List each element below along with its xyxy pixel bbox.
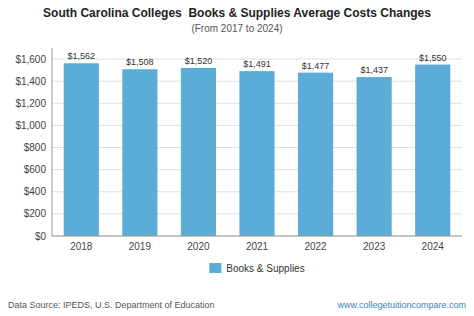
bar [357,77,392,236]
chart-container: South Carolina Colleges Books & Supplies… [0,0,474,316]
bars [64,63,451,236]
bar [298,73,333,236]
legend-swatch [209,263,221,273]
bar [64,63,99,236]
x-tick-label: 2020 [187,241,210,252]
data-label: $1,562 [68,51,96,61]
grid-line [52,236,462,237]
x-tick-label: 2022 [304,241,327,252]
y-tick-label: $800 [24,142,47,153]
y-tick-label: $400 [24,186,47,197]
y-axis: $0 $200 $400 $600 $800 $1,000 $1,200 $1,400 $1,6… [15,48,462,242]
annotation: Data Source: IPEDS, U.S. Department of E… [8,300,215,310]
y-axis-line [52,48,53,236]
data-labels: $1,562 $1,508 $1,520 $1,491 $1,477 $1,437 $1,5… [68,51,447,75]
bar [181,68,216,236]
x-tick-label: 2023 [363,241,386,252]
data-label: $1,437 [360,65,388,75]
bar [415,65,450,236]
legend: Books & Supplies [209,263,304,274]
data-label: $1,508 [126,57,154,67]
data-label: $1,477 [302,61,330,71]
legend-label: Books & Supplies [226,263,304,274]
bar [122,69,157,236]
x-axis-line [52,236,462,237]
data-label: $1,491 [243,59,271,69]
title: South Carolina Colleges Books & Supplies… [43,6,431,20]
y-tick-label: $1,600 [15,54,46,65]
background [0,0,474,316]
y-tick-label: $1,200 [15,98,46,109]
y-tick-label: $600 [24,164,47,175]
subtitle: (From 2017 to 2024) [191,23,282,34]
x-tick-label: 2018 [70,241,93,252]
data-label: $1,520 [185,56,213,66]
annotation: www.collegetuitioncompare.com [336,300,466,310]
y-tick-label: $1,400 [15,76,46,87]
x-tick-label: 2024 [422,241,445,252]
y-tick-label: $1,000 [15,120,46,131]
data-label: $1,550 [419,53,447,63]
x-tick-label: 2019 [129,241,152,252]
y-tick-label: $0 [35,231,47,242]
bar [239,71,274,236]
x-axis: 2018 2019 2020 2021 2022 2023 2024 [52,236,462,252]
y-tick-label: $200 [24,208,47,219]
chart: South Carolina Colleges Books & Supplies… [0,0,474,316]
x-tick-label: 2021 [246,241,269,252]
